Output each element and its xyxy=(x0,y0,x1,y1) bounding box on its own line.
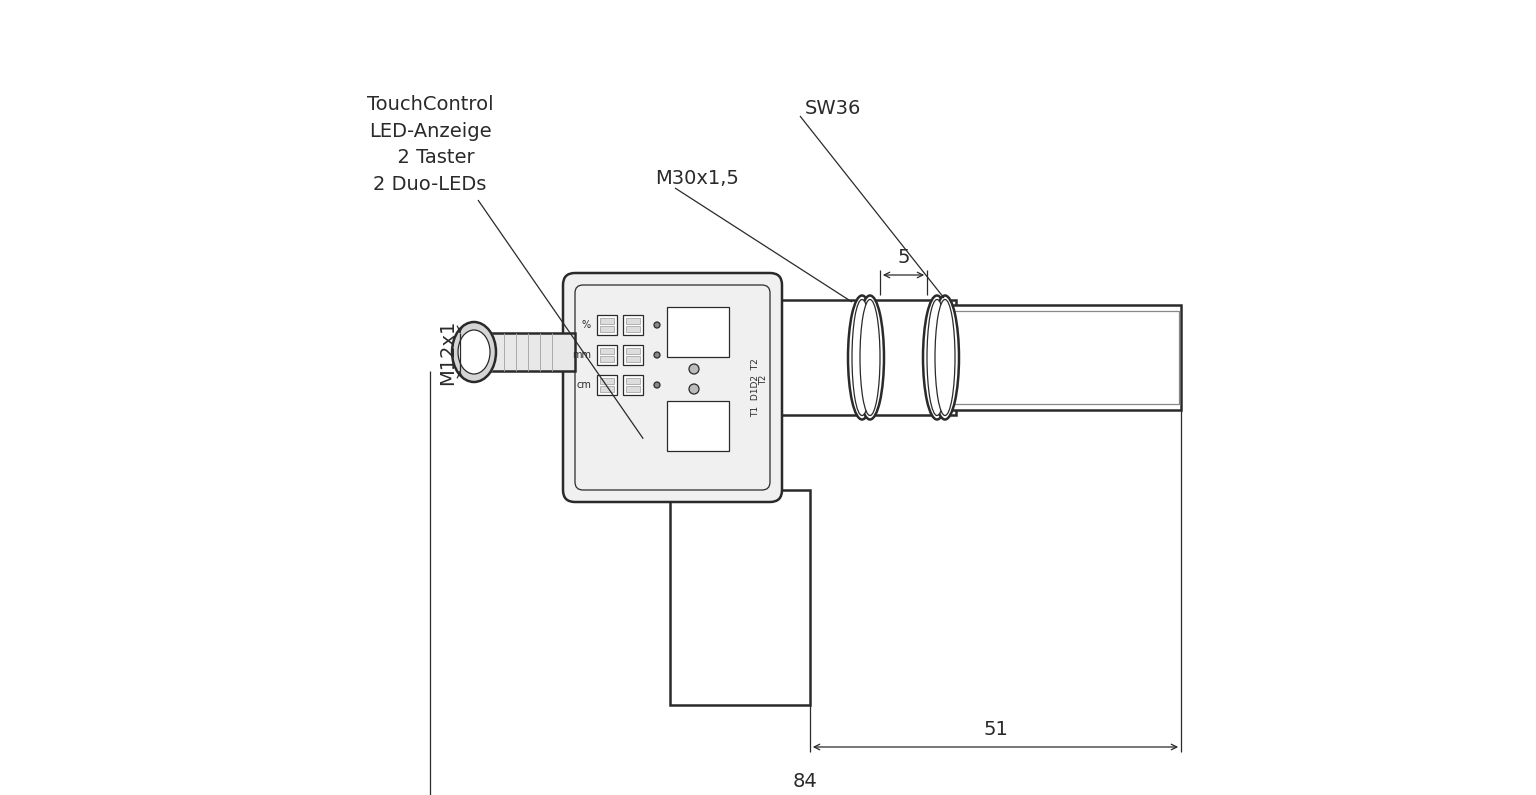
Text: cm: cm xyxy=(576,380,591,390)
Bar xyxy=(627,318,641,324)
Ellipse shape xyxy=(458,330,490,374)
Ellipse shape xyxy=(654,382,660,388)
Ellipse shape xyxy=(856,296,885,420)
Ellipse shape xyxy=(931,296,958,420)
Bar xyxy=(770,300,955,415)
Ellipse shape xyxy=(690,384,699,394)
Bar xyxy=(627,356,641,362)
Ellipse shape xyxy=(923,296,951,420)
Bar xyxy=(670,490,809,705)
Text: mm: mm xyxy=(571,350,591,360)
Ellipse shape xyxy=(452,322,496,382)
Bar xyxy=(601,386,614,392)
Bar xyxy=(624,315,644,335)
Bar xyxy=(601,356,614,362)
Bar xyxy=(598,375,617,395)
Text: %: % xyxy=(582,320,591,330)
Text: 5: 5 xyxy=(897,248,909,267)
Text: SW36: SW36 xyxy=(805,99,862,118)
Text: TouchControl
LED-Anzeige
  2 Taster
2 Duo-LEDs: TouchControl LED-Anzeige 2 Taster 2 Duo-… xyxy=(367,95,493,193)
Ellipse shape xyxy=(654,352,660,358)
Ellipse shape xyxy=(654,322,660,328)
Bar xyxy=(601,378,614,384)
Bar xyxy=(667,401,730,451)
Bar xyxy=(487,333,574,371)
Bar xyxy=(601,348,614,354)
FancyBboxPatch shape xyxy=(574,285,770,490)
Bar xyxy=(946,305,1181,410)
Text: T2: T2 xyxy=(759,374,768,385)
Ellipse shape xyxy=(690,364,699,374)
Ellipse shape xyxy=(928,300,948,416)
Ellipse shape xyxy=(935,300,955,416)
Bar xyxy=(627,378,641,384)
Text: M12x1: M12x1 xyxy=(438,320,458,385)
Text: 84: 84 xyxy=(793,772,817,791)
Bar xyxy=(598,345,617,365)
Ellipse shape xyxy=(860,300,880,416)
FancyBboxPatch shape xyxy=(564,273,782,502)
Ellipse shape xyxy=(848,296,876,420)
Bar xyxy=(598,315,617,335)
Bar xyxy=(624,345,644,365)
Ellipse shape xyxy=(852,300,872,416)
Text: M30x1,5: M30x1,5 xyxy=(654,169,739,188)
Bar xyxy=(601,318,614,324)
Bar xyxy=(667,307,730,357)
Bar xyxy=(624,375,644,395)
Text: 51: 51 xyxy=(983,720,1008,739)
Bar xyxy=(627,386,641,392)
Bar xyxy=(601,326,614,332)
Bar xyxy=(627,348,641,354)
Text: T1  D1D2  T2: T1 D1D2 T2 xyxy=(751,358,760,417)
Bar xyxy=(627,326,641,332)
Bar xyxy=(954,311,1180,404)
